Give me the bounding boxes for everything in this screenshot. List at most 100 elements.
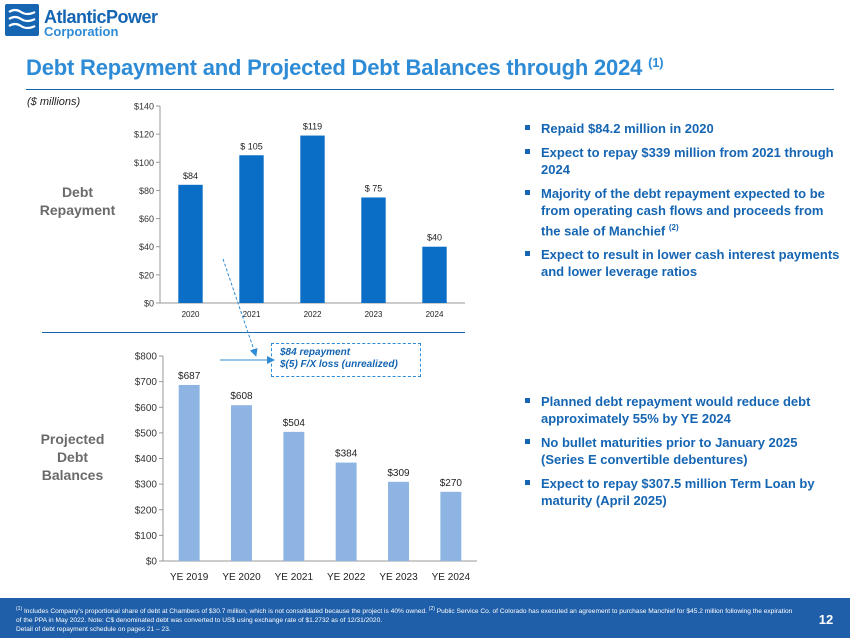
bullet-item: Expect to repay $307.5 million Term Loan… bbox=[525, 475, 835, 509]
bullet-list-balances: Planned debt repayment would reduce debt… bbox=[525, 393, 835, 516]
page-title-text: Debt Repayment and Projected Debt Balanc… bbox=[26, 55, 643, 80]
bullet-item: Expect to repay $339 million from 2021 t… bbox=[525, 144, 840, 178]
x-tick-label: YE 2021 bbox=[275, 572, 314, 583]
debt-repayment-chart: $0 $20 $40 $60 $80 $100 $120 $140 $84 2020 $ 105 20… bbox=[134, 102, 465, 319]
y-tick-label: $400 bbox=[135, 454, 158, 465]
footnote: (1) Includes Company's proportional shar… bbox=[16, 605, 796, 634]
data-label: $119 bbox=[303, 122, 322, 132]
y-tick-label: $200 bbox=[135, 505, 158, 516]
bullet-square-icon bbox=[525, 125, 530, 130]
bullet-text: Majority of the debt repayment expected … bbox=[541, 186, 825, 239]
footnote-text: Detail of debt repayment schedule on pag… bbox=[16, 626, 171, 634]
y-tick-label: $0 bbox=[146, 557, 158, 568]
data-label: $384 bbox=[335, 449, 358, 460]
y-tick-label: $80 bbox=[139, 186, 154, 196]
data-label: $608 bbox=[230, 391, 253, 402]
row-label-line: Debt bbox=[61, 184, 94, 200]
y-tick-label: $100 bbox=[134, 158, 154, 168]
page-number: 12 bbox=[818, 612, 834, 627]
units-label: ($ millions) bbox=[27, 96, 81, 108]
y-tick-label: $0 bbox=[144, 299, 154, 309]
bar bbox=[231, 405, 252, 561]
bullet-square-icon bbox=[525, 398, 530, 403]
data-label: $504 bbox=[283, 418, 306, 429]
data-label: $687 bbox=[178, 371, 201, 382]
title-footnote-mark: (1) bbox=[648, 55, 664, 70]
logo-subtitle: Corporation bbox=[44, 24, 119, 39]
data-label: $ 75 bbox=[365, 183, 383, 193]
y-tick-label: $140 bbox=[134, 102, 154, 112]
bullet-text: Expect to repay $339 million from 2021 t… bbox=[541, 145, 834, 177]
x-tick-label: 2020 bbox=[182, 310, 200, 319]
data-label: $309 bbox=[387, 468, 410, 479]
bullet-text: Planned debt repayment would reduce debt… bbox=[541, 394, 811, 426]
bullet-footnote-mark: (2) bbox=[668, 223, 679, 232]
y-tick-label: $800 bbox=[135, 352, 158, 363]
bar bbox=[388, 481, 409, 561]
callout-line: $84 repayment bbox=[280, 347, 351, 358]
x-tick-label: 2022 bbox=[304, 310, 322, 319]
data-label: $84 bbox=[183, 171, 198, 181]
x-tick-label: YE 2020 bbox=[222, 572, 261, 583]
y-tick-label: $20 bbox=[139, 270, 154, 280]
bullet-list-repayment: Repaid $84.2 million in 2020 Expect to r… bbox=[525, 120, 840, 287]
projected-debt-balances-chart: $0 $100 $200 $300 $400 $500 $600 $700 $800 $687 YE… bbox=[135, 352, 477, 583]
section-divider bbox=[42, 332, 465, 333]
y-tick-label: $60 bbox=[139, 214, 154, 224]
row-label-line: Projected bbox=[40, 431, 105, 447]
bullet-text: No bullet maturities prior to January 20… bbox=[541, 435, 798, 467]
bullet-square-icon bbox=[525, 439, 530, 444]
bullet-item: Expect to result in lower cash interest … bbox=[525, 246, 840, 280]
footnote-text: Public Service Co. of Colorado has execu… bbox=[16, 608, 793, 625]
x-tick-label: 2024 bbox=[426, 310, 444, 319]
bullet-square-icon bbox=[525, 251, 530, 257]
y-tick-label: $700 bbox=[135, 377, 158, 388]
bullet-text: Expect to repay $307.5 million Term Loan… bbox=[541, 476, 815, 508]
bar bbox=[239, 155, 264, 303]
bar bbox=[178, 184, 203, 303]
bullet-square-icon bbox=[525, 190, 530, 195]
bar bbox=[422, 246, 447, 303]
x-tick-label: YE 2024 bbox=[432, 572, 471, 583]
bar bbox=[440, 491, 462, 561]
bar bbox=[335, 462, 357, 561]
x-tick-label: 2023 bbox=[365, 310, 383, 319]
row-label-repayment: Debt Repayment bbox=[30, 183, 125, 219]
y-tick-label: $100 bbox=[135, 531, 158, 542]
data-label: $40 bbox=[427, 233, 442, 243]
data-label: $ 105 bbox=[240, 141, 263, 151]
bullet-text: Expect to result in lower cash interest … bbox=[541, 247, 840, 280]
y-tick-label: $600 bbox=[135, 403, 158, 414]
logo-name: AtlanticPower bbox=[44, 7, 158, 27]
x-tick-label: YE 2023 bbox=[379, 572, 418, 583]
title-divider bbox=[26, 89, 834, 90]
data-label: $270 bbox=[440, 478, 463, 489]
page-title: Debt Repayment and Projected Debt Balanc… bbox=[26, 55, 664, 81]
y-tick-label: $500 bbox=[135, 428, 158, 439]
x-tick-label: YE 2022 bbox=[327, 572, 366, 583]
y-tick-label: $40 bbox=[139, 242, 154, 252]
bullet-item: Majority of the debt repayment expected … bbox=[525, 185, 840, 239]
repayment-callout: $84 repayment $(5) F/X loss (unrealized) bbox=[271, 343, 421, 377]
company-logo: AtlanticPower Corporation bbox=[4, 2, 158, 39]
bar bbox=[300, 135, 325, 303]
x-tick-label: 2021 bbox=[243, 310, 261, 319]
y-tick-label: $120 bbox=[134, 130, 154, 140]
bullet-item: Repaid $84.2 million in 2020 bbox=[525, 120, 840, 137]
bullet-item: Planned debt repayment would reduce debt… bbox=[525, 393, 835, 427]
y-tick-label: $300 bbox=[135, 480, 158, 491]
footer-bar bbox=[0, 598, 850, 638]
row-label-line: Balances bbox=[41, 467, 104, 483]
connector-arrow bbox=[220, 258, 275, 364]
logo-mark-icon bbox=[5, 4, 39, 36]
callout-line: $(5) F/X loss (unrealized) bbox=[280, 359, 398, 370]
bullet-square-icon bbox=[525, 480, 530, 485]
row-label-line: Repayment bbox=[39, 202, 116, 218]
x-tick-label: YE 2019 bbox=[170, 572, 209, 583]
footnote-mark: (1) bbox=[16, 606, 23, 612]
bullet-item: No bullet maturities prior to January 20… bbox=[525, 434, 835, 468]
bar bbox=[178, 384, 200, 561]
bar bbox=[283, 431, 305, 561]
row-label-balances: Projected Debt Balances bbox=[25, 430, 120, 484]
footnote-mark: (2) bbox=[428, 606, 435, 612]
